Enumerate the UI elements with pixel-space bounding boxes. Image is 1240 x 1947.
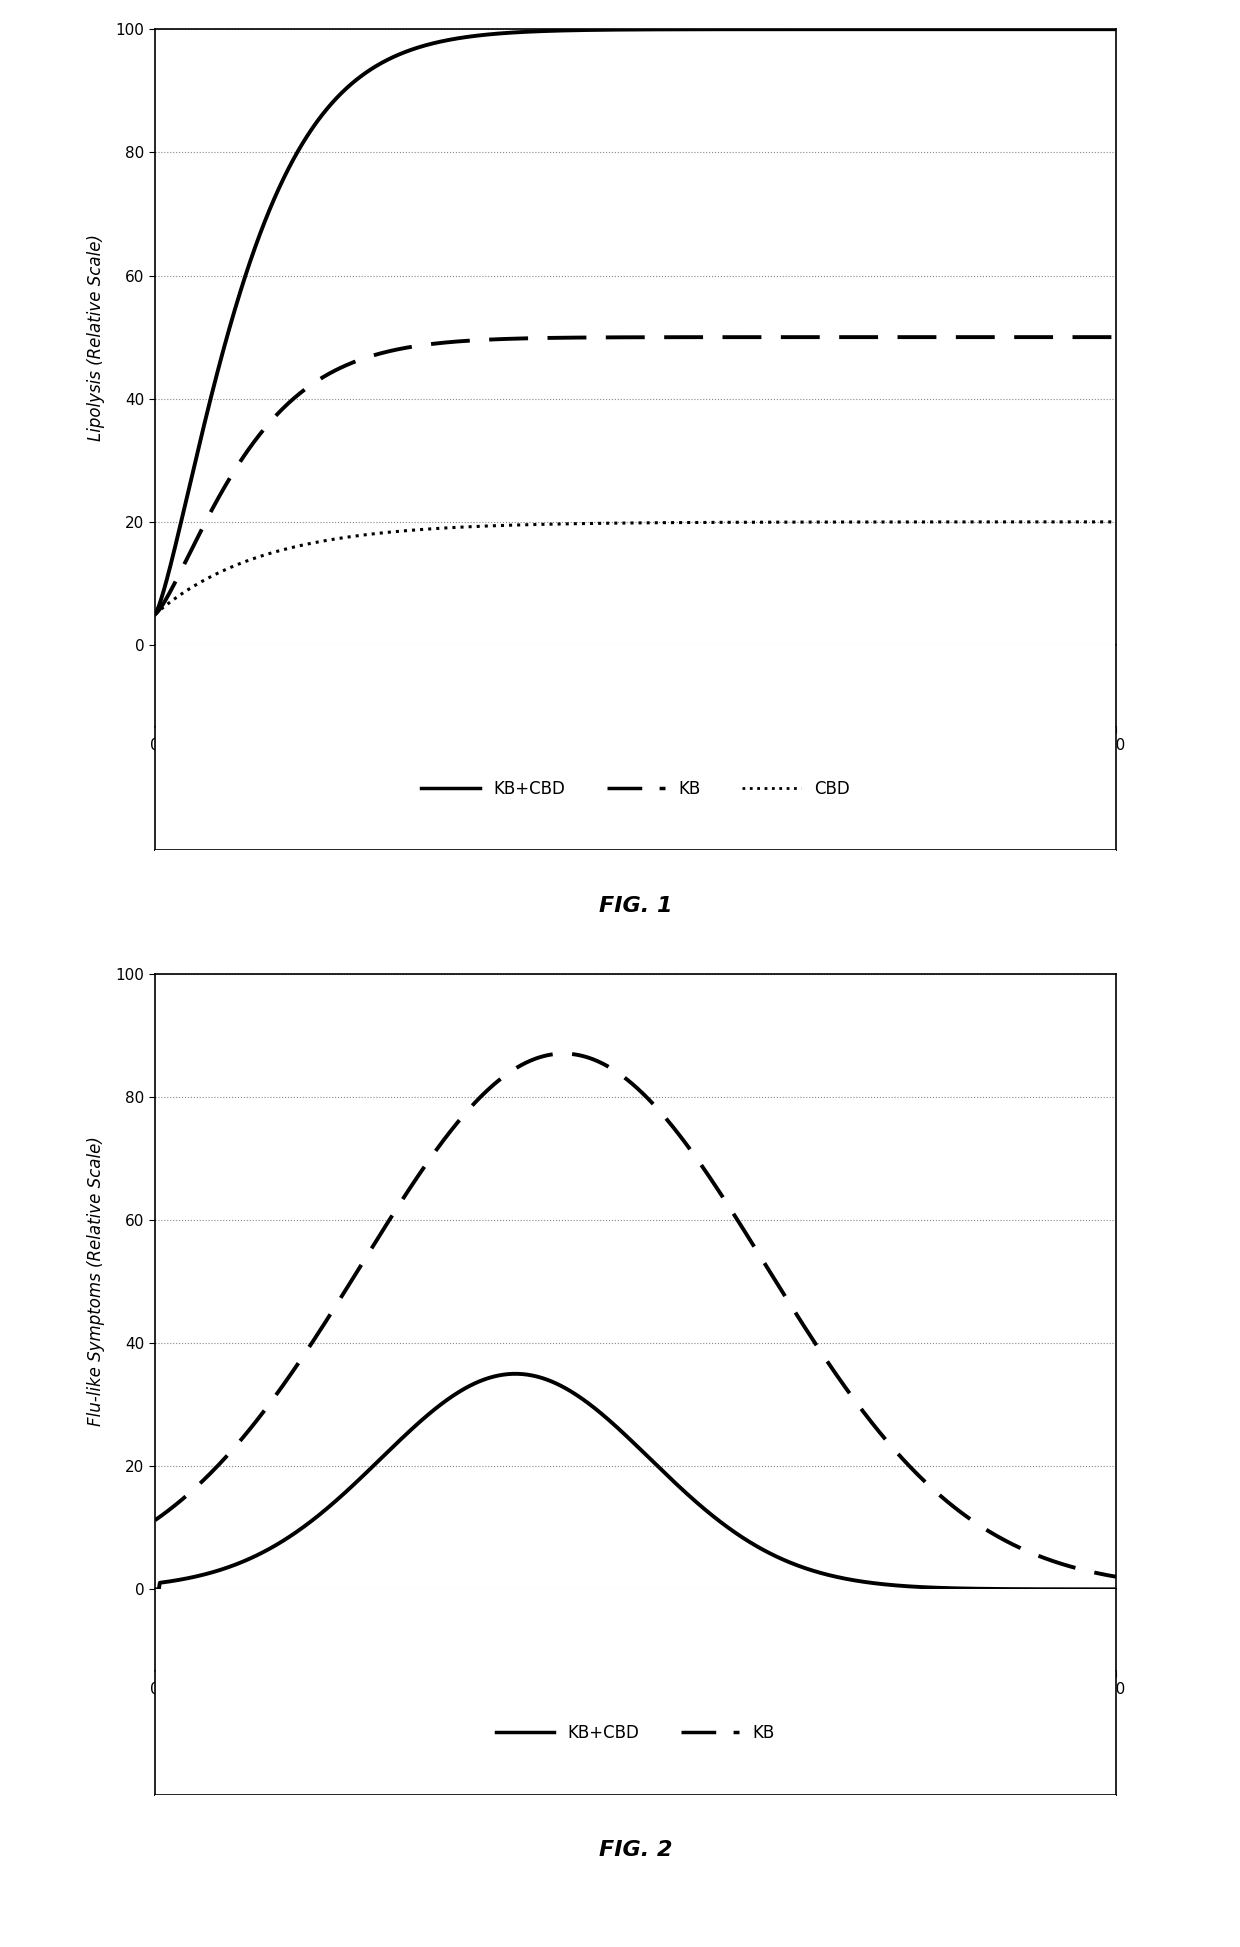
- Text: FIG. 2: FIG. 2: [599, 1840, 672, 1859]
- X-axis label: Days: Days: [613, 757, 658, 777]
- Legend: KB+CBD, KB, CBD: KB+CBD, KB, CBD: [414, 773, 857, 804]
- Legend: KB+CBD, KB: KB+CBD, KB: [490, 1717, 781, 1748]
- Y-axis label: Flu-like Symptoms (Relative Scale): Flu-like Symptoms (Relative Scale): [87, 1137, 104, 1427]
- X-axis label: Days: Days: [613, 1702, 658, 1721]
- Y-axis label: Lipolysis (Relative Scale): Lipolysis (Relative Scale): [87, 234, 104, 440]
- Text: FIG. 1: FIG. 1: [599, 896, 672, 915]
